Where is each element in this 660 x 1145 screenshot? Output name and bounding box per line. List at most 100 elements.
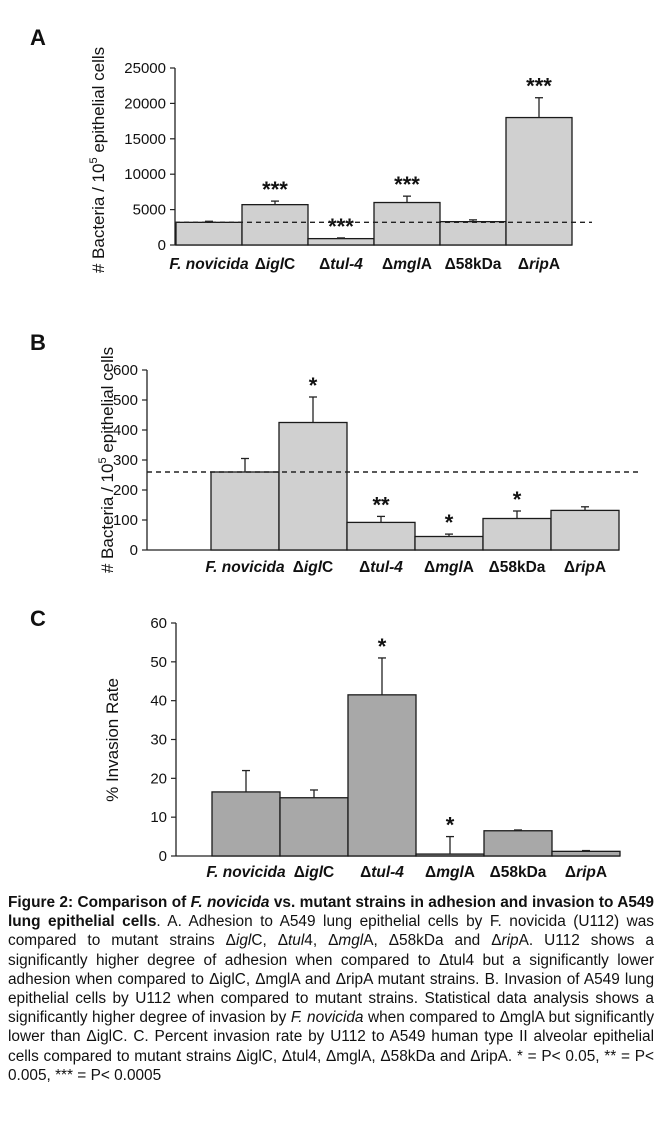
category-label-suffix: A — [464, 864, 475, 881]
category-label-suffix: C — [284, 256, 295, 273]
category-label: ΔripA — [565, 864, 607, 881]
category-label-prefix: Δ — [293, 559, 304, 576]
y-axis-label-superscript: 5 — [97, 457, 109, 463]
figure-panels: A# Bacteria / 105 epithelial cells050001… — [30, 25, 639, 881]
caption-segment: rip — [501, 932, 519, 950]
y-axis-label-rest: epithelial cells — [98, 347, 117, 458]
y-tick-label: 0 — [158, 237, 166, 254]
bar — [347, 694, 417, 857]
category-label-gene: igl — [305, 864, 324, 881]
category-label-suffix: A — [596, 864, 607, 881]
category-label: F. novicida — [205, 559, 285, 576]
panel-a: A # Bacteria / 105 epithelial cells 0 5000 1… — [30, 25, 592, 273]
bar — [482, 517, 552, 551]
significance-marker: *** — [394, 172, 420, 197]
category-label-gene: igl — [304, 559, 323, 576]
bar — [373, 201, 441, 246]
category-label-gene: igl — [266, 256, 285, 273]
category-label: ΔiglC — [294, 864, 334, 881]
category-label: Δtul-4 — [359, 559, 403, 576]
category-label-gene: mgl — [393, 256, 421, 273]
category-label-gene: rip — [576, 864, 596, 881]
category-label-prefix: Δ — [518, 256, 529, 273]
category-label-text: F. novicida — [205, 559, 285, 576]
bar — [483, 830, 553, 857]
significance-marker: *** — [328, 214, 354, 239]
category-label: Δtul-4 — [319, 256, 363, 273]
category-label-prefix: Δ — [424, 559, 435, 576]
category-label-prefix: Δ — [565, 864, 576, 881]
category-label-gene: mgl — [436, 864, 464, 881]
category-label: Δ58kDa — [489, 559, 546, 576]
y-axis-label-superscript: 5 — [88, 157, 100, 163]
caption-segment: Figure 2: Comparison of — [8, 894, 191, 911]
category-label-text: F. novicida — [169, 256, 249, 273]
bar — [505, 116, 573, 246]
caption-segment: vs. mutant strains in adhesion and invas… — [8, 894, 654, 931]
significance-marker: *** — [526, 74, 552, 99]
significance-marker: ** — [372, 492, 390, 517]
bar — [414, 535, 484, 551]
caption-segment: C, Δ — [251, 932, 289, 950]
panel-b: B # Bacteria / 105 epithelial cells 0 100 20… — [30, 330, 639, 576]
category-label: ΔripA — [518, 256, 560, 273]
category-label-prefix: Δ — [360, 864, 371, 881]
category-label-prefix: Δ — [319, 256, 330, 273]
category-label: ΔmglA — [424, 559, 474, 576]
category-label: Δtul-4 — [360, 864, 404, 881]
bar — [439, 220, 507, 246]
y-tick-label: 15000 — [124, 131, 166, 148]
significance-marker: * — [309, 373, 318, 398]
category-label-prefix: Δ58kDa — [490, 864, 547, 881]
y-axis-label-text: # Bacteria / 10 — [89, 164, 108, 274]
category-label-suffix: A — [595, 559, 606, 576]
category-label: ΔmglA — [382, 256, 432, 273]
caption-segment: . A. Adhesion to A549 lung epithelial ce… — [8, 913, 654, 950]
y-axis-label: # Bacteria / 105 epithelial cells — [88, 47, 108, 273]
caption-segment: F. novicida — [290, 1009, 364, 1027]
bar — [211, 791, 281, 857]
y-tick-label: 5000 — [133, 202, 166, 219]
panel-label: B — [30, 330, 46, 355]
category-label-gene: mgl — [435, 559, 463, 576]
category-label: ΔmglA — [425, 864, 475, 881]
bar — [415, 853, 485, 857]
bar — [175, 221, 243, 246]
category-label-suffix: A — [463, 559, 474, 576]
category-label: Δ58kDa — [445, 256, 502, 273]
y-tick-label: 10 — [150, 809, 167, 826]
bar — [550, 509, 620, 551]
category-label-prefix: Δ58kDa — [489, 559, 546, 576]
significance-marker: * — [445, 510, 454, 535]
caption-segment: A, Δ58kDa and Δ — [363, 932, 502, 950]
figure-caption: Figure 2: Comparison of F. novicida vs. … — [8, 893, 654, 1085]
y-tick-label: 40 — [150, 693, 167, 710]
caption-segment: A. U112 shows a significantly higher deg… — [8, 932, 654, 1027]
category-label-gene: rip — [529, 256, 549, 273]
category-label: Δ58kDa — [490, 864, 547, 881]
panel-c: C % Invasion Rate 0 10 20 30 40 50 60 * * F. novici… — [30, 606, 621, 881]
category-label-prefix: Δ — [255, 256, 266, 273]
significance-marker: * — [513, 487, 522, 512]
y-tick-label: 500 — [113, 392, 138, 409]
y-tick-label: 30 — [150, 732, 167, 749]
category-label-text: F. novicida — [206, 864, 286, 881]
y-tick-label: 200 — [113, 482, 138, 499]
category-label-prefix: Δ — [294, 864, 305, 881]
caption-segment: mgl — [338, 932, 364, 950]
caption-segment: igl — [235, 932, 252, 950]
y-axis-label-text: # Bacteria / 10 — [98, 464, 117, 574]
bar — [307, 237, 375, 246]
significance-marker: *** — [262, 177, 288, 202]
y-tick-label: 600 — [113, 362, 138, 379]
category-label-suffix: C — [322, 559, 333, 576]
significance-marker: * — [446, 813, 455, 838]
y-axis-label: % Invasion Rate — [103, 678, 122, 802]
caption-text: Figure 2: Comparison of F. novicida vs. … — [8, 893, 654, 1085]
category-label: ΔripA — [564, 559, 606, 576]
y-tick-label: 25000 — [124, 60, 166, 77]
y-tick-label: 0 — [159, 848, 167, 865]
significance-marker: * — [378, 634, 387, 659]
category-label-prefix: Δ58kDa — [445, 256, 502, 273]
y-tick-label: 400 — [113, 422, 138, 439]
